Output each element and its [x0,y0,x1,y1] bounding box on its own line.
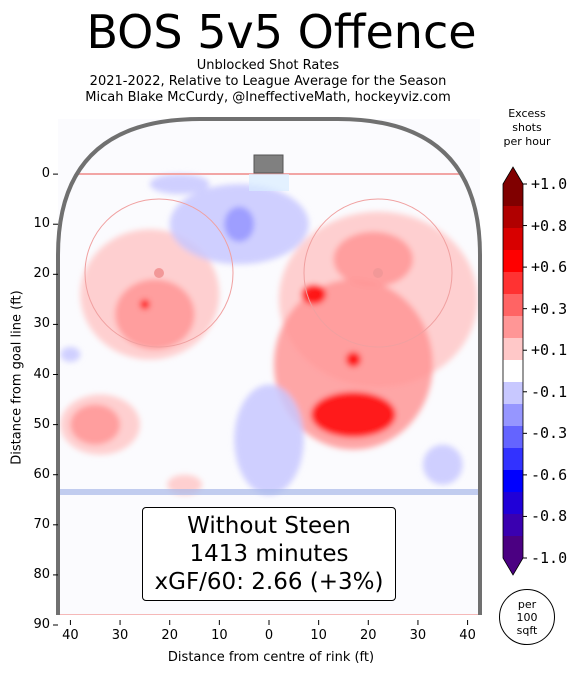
colorbar-tick-label-0: +1.0 [531,175,568,193]
colorbar-tick-label-8: -0.8 [531,507,568,526]
heatmap-region-7 [115,279,195,350]
y-tick-label-2: 20 [33,266,50,282]
x-tick-label-2: 20 [161,628,178,643]
heatmap-region-10 [70,404,121,445]
goal-net [253,154,284,174]
x-tick-label-4: 0 [264,628,274,643]
colorbar-segment-12 [503,448,523,471]
heatmap-region-5 [345,351,361,367]
y-tick-label-8: 80 [33,566,50,582]
colorbar-segment-13 [503,470,523,493]
colorbar-tick-label-4: +0.1 [531,341,568,360]
heatmap-region-8 [139,299,150,310]
x-tick-label-6: 20 [360,628,377,643]
colorbar-segment-9 [503,382,523,405]
y-tick-label-3: 30 [33,316,50,332]
colorbar-segment-1 [503,206,523,229]
colorbar-tick-label-2: +0.6 [531,258,568,277]
heatmap-region-4 [301,284,327,305]
colorbar-segment-11 [503,426,523,449]
summary-line-xgf: xGF/60: 2.66 (+3%) [154,569,384,595]
colorbar-title-line-1: Excess [508,107,546,120]
y-tick-label-9: 90 [33,617,50,632]
heatmap-region-13 [224,206,255,242]
colorbar-segment-14 [503,492,523,515]
colorbar-segment-10 [503,404,523,427]
x-tick-label-3: 10 [211,628,228,643]
colorbar-segment-16 [503,536,523,559]
left-faceoff-dot [154,268,164,278]
colorbar-tick-label-7: -0.6 [531,465,568,484]
summary-line-player: Without Steen [187,513,351,539]
y-tick-label-6: 60 [33,466,50,482]
summary-box: Without Steen 1413 minutes xGF/60: 2.66 … [142,507,396,601]
rink-markings [58,173,480,615]
right-faceoff-circle [303,198,453,348]
axis-tick-marks [53,173,469,626]
colorbar-tick-label-1: +0.8 [531,216,568,235]
colorbar-segment-4 [503,272,523,295]
colorbar-max-arrow [503,167,523,184]
heatmap-region-17 [149,174,210,195]
colorbar-segment-2 [503,228,523,251]
colorbar-min-arrow [503,558,523,575]
colorbar-tick-label-3: +0.3 [531,299,568,318]
colorbar-segment-6 [503,316,523,339]
goal-crease [249,174,289,191]
x-tick-label-5: 10 [310,628,327,643]
colorbar [502,166,527,576]
heatmap-region-15 [422,444,463,485]
per-area-badge-line-3: sqft [516,623,538,637]
summary-line-minutes: 1413 minutes [189,541,349,567]
x-tick-label-0: 40 [62,628,79,643]
colorbar-segment-5 [503,294,523,317]
colorbar-segment-3 [503,250,523,273]
y-tick-label-0: 0 [41,166,50,182]
y-tick-label-1: 10 [33,216,50,232]
chart-title: BOS 5v5 Offence [86,5,477,59]
per-area-badge-line-1: per [517,597,537,611]
blue-line [58,489,480,495]
left-faceoff-circle [84,198,234,348]
colorbar-tick-label-5: -0.1 [531,382,568,401]
colorbar-tick-label-6: -0.3 [531,424,568,443]
chart-credit-line: Micah Blake McCurdy, @IneffectiveMath, h… [85,90,451,105]
heatmap-region-2 [311,392,396,438]
per-area-badge: per 100 sqft [499,589,555,645]
y-axis-label: Distance from goal line (ft) [9,290,25,465]
x-tick-label-7: 30 [409,628,427,643]
colorbar-segment-7 [503,338,523,361]
y-tick-label-4: 40 [33,366,50,382]
chart-season-line: 2021-2022, Relative to League Average fo… [89,74,447,89]
colorbar-title-line-3: per hour [503,135,551,148]
rink-boards [56,117,482,615]
per-area-badge-line-2: 100 [516,610,538,624]
right-faceoff-dot [373,268,383,278]
colorbar-segment-15 [503,514,523,537]
colorbar-title-line-2: shots [512,121,542,134]
y-tick-label-5: 50 [33,416,50,432]
x-tick-label-1: 30 [111,628,129,643]
x-tick-label-8: 40 [459,628,476,643]
heatmap-region-16 [60,346,81,362]
colorbar-segment-0 [503,184,523,207]
colorbar-tick-label-9: -1.0 [531,549,568,567]
colorbar-title: Excess shots per hour [496,107,558,149]
colorbar-segment-8 [503,360,523,383]
heatmap-region-3 [333,231,413,287]
chart-subtitle: Unblocked Shot Rates [196,58,340,73]
heatmap-regions [60,174,478,495]
centre-line [58,614,480,615]
x-axis-label: Distance from centre of rink (ft) [167,650,375,665]
heatmap-region-14 [234,384,304,495]
y-tick-label-7: 70 [33,516,50,532]
